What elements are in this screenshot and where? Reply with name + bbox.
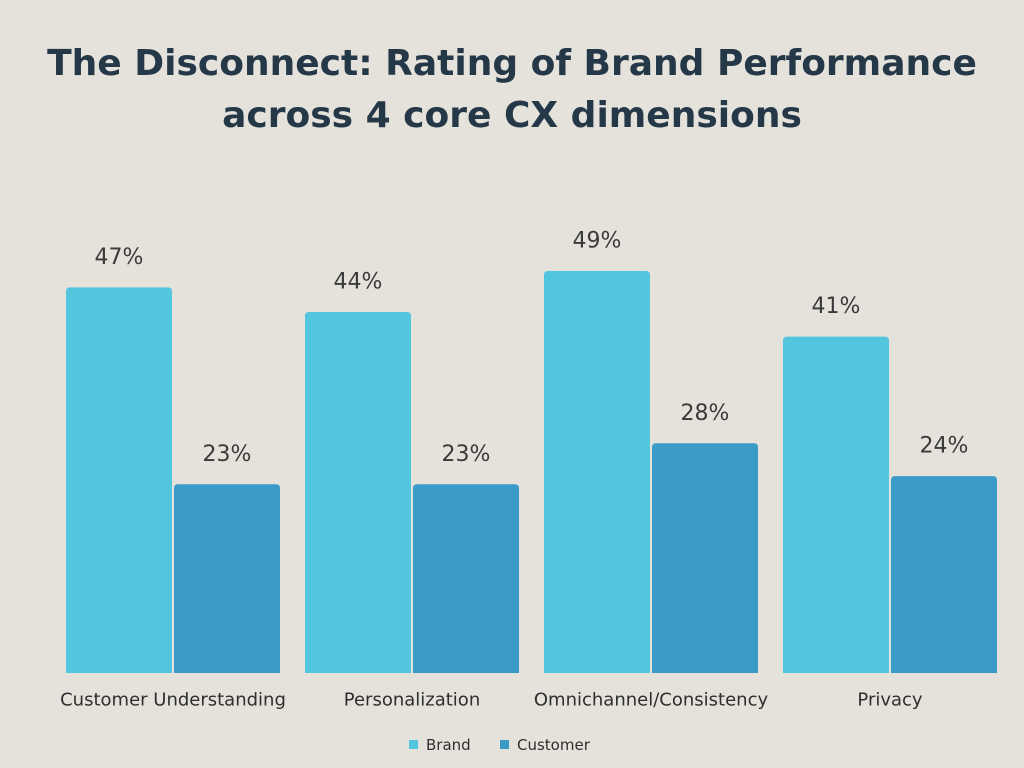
brand-value-label: 41% [812,294,861,319]
chart-title-line-1: The Disconnect: Rating of Brand Performa… [47,43,977,84]
customer-value-label: 28% [681,401,730,426]
customer-bar [652,443,758,673]
brand-value-label: 44% [334,270,383,295]
category-label: Omnichannel/Consistency [534,690,769,711]
category-label: Personalization [344,690,480,711]
chart-title-line-2: across 4 core CX dimensions [222,95,802,136]
customer-bar [413,484,519,673]
customer-bar [891,476,997,673]
customer-value-label: 24% [920,434,969,459]
brand-bar [783,336,889,673]
customer-bar [174,484,280,673]
category-label: Customer Understanding [60,690,286,711]
brand-bar [305,312,411,673]
brand-legend-swatch [409,740,418,749]
bar-group: 44% 23% Personalization [305,270,519,711]
customer-legend-swatch [500,740,509,749]
bar-group: 49% 28% Omnichannel/Consistency [534,229,769,711]
chart-title: The Disconnect: Rating of Brand Performa… [0,38,1024,142]
customer-legend-label: Customer [517,736,591,754]
customer-value-label: 23% [442,442,491,467]
brand-bar [544,271,650,673]
bar-group: 47% 23% Customer Understanding [60,245,286,711]
category-label: Privacy [857,690,923,711]
brand-legend-label: Brand [426,736,471,754]
customer-value-label: 23% [203,442,252,467]
brand-value-label: 47% [95,245,144,270]
brand-value-label: 49% [573,229,622,254]
brand-bar [66,287,172,673]
legend: Brand Customer [409,736,591,754]
bar-group: 41% 24% Privacy [783,294,997,711]
